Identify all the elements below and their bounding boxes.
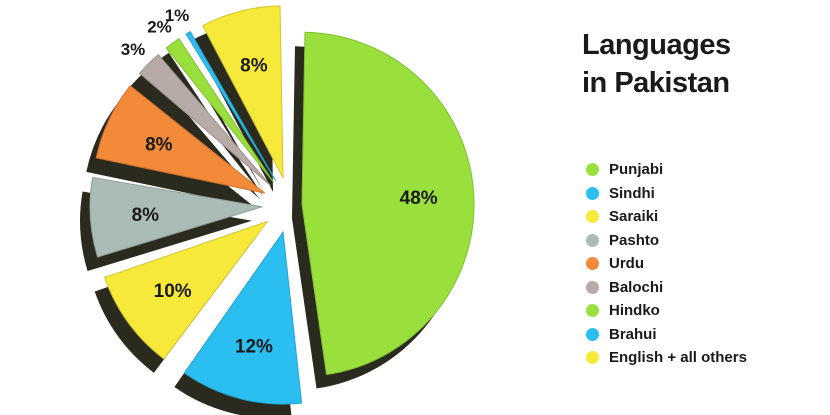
pie-slice-sindhi — [183, 230, 303, 405]
legend-item-pashto: Pashto — [586, 229, 816, 253]
legend-swatch-saraiki — [586, 210, 599, 224]
legend-swatch-balochi — [586, 280, 599, 294]
slice-label-balochi: 3% — [121, 40, 146, 59]
pie-slice-balochi — [138, 53, 271, 186]
pie-slice-saraiki — [104, 220, 269, 360]
slice-label-brahui: 1% — [165, 6, 190, 25]
legend-item-sindhi: Sindhi — [586, 182, 816, 206]
pie-slice-urdu — [95, 85, 265, 194]
legend-swatch-brahui — [586, 327, 599, 341]
legend-swatch-punjabi — [586, 163, 599, 177]
legend-item-punjabi: Punjabi — [586, 158, 816, 182]
pie-plot-area: 48% 12% 10% 8% 8% 3%2%1% 8% — [80, 5, 475, 415]
legend-label-punjabi: Punjabi — [609, 161, 664, 179]
chart-title-line-1: Languages — [582, 29, 731, 61]
pie-slice-punjabi — [301, 31, 475, 376]
slice-label-punjabi: 48% — [400, 188, 438, 209]
legend-swatch-hindko — [586, 304, 599, 318]
legend-label-saraiki: Saraiki — [609, 208, 659, 226]
slice-label-urdu: 8% — [145, 134, 173, 155]
pie-slice-english-all-others — [202, 5, 284, 179]
slice-label-saraiki: 10% — [154, 281, 192, 302]
pie-slice-hindko — [165, 38, 274, 183]
legend-item-brahui: Brahui — [586, 323, 816, 347]
pie-slice-brahui — [185, 30, 277, 182]
slice-label-hindko: 2% — [147, 17, 172, 36]
pie-slice-pashto — [89, 176, 263, 258]
legend-swatch-urdu — [586, 257, 599, 271]
chart-title-line-2: in Pakistan — [582, 67, 730, 99]
legend-label-pashto: Pashto — [609, 231, 660, 249]
slice-label-pashto: 8% — [132, 205, 160, 226]
slice-label-english-all-others: 8% — [240, 56, 268, 77]
legend-label-brahui: Brahui — [609, 325, 657, 343]
legend-label-english-all-others: English + all others — [609, 349, 747, 367]
chart-title: Languages in Pakistan — [582, 26, 812, 102]
legend-swatch-pashto — [586, 233, 599, 247]
slice-label-sindhi: 12% — [235, 336, 273, 357]
legend-swatch-sindhi — [586, 186, 599, 200]
legend-item-hindko: Hindko — [586, 299, 816, 323]
legend-item-saraiki: Saraiki — [586, 205, 816, 229]
legend-label-sindhi: Sindhi — [609, 184, 655, 202]
legend-label-hindko: Hindko — [609, 302, 660, 320]
legend-item-balochi: Balochi — [586, 276, 816, 300]
legend-item-english-all-others: English + all others — [586, 346, 816, 370]
legend-item-urdu: Urdu — [586, 252, 816, 276]
legend: Punjabi Sindhi Saraiki Pashto Urdu Balochi Hin… — [586, 158, 816, 370]
legend-label-balochi: Balochi — [609, 278, 664, 296]
legend-label-urdu: Urdu — [609, 255, 644, 273]
legend-swatch-english-all-others — [586, 351, 599, 365]
